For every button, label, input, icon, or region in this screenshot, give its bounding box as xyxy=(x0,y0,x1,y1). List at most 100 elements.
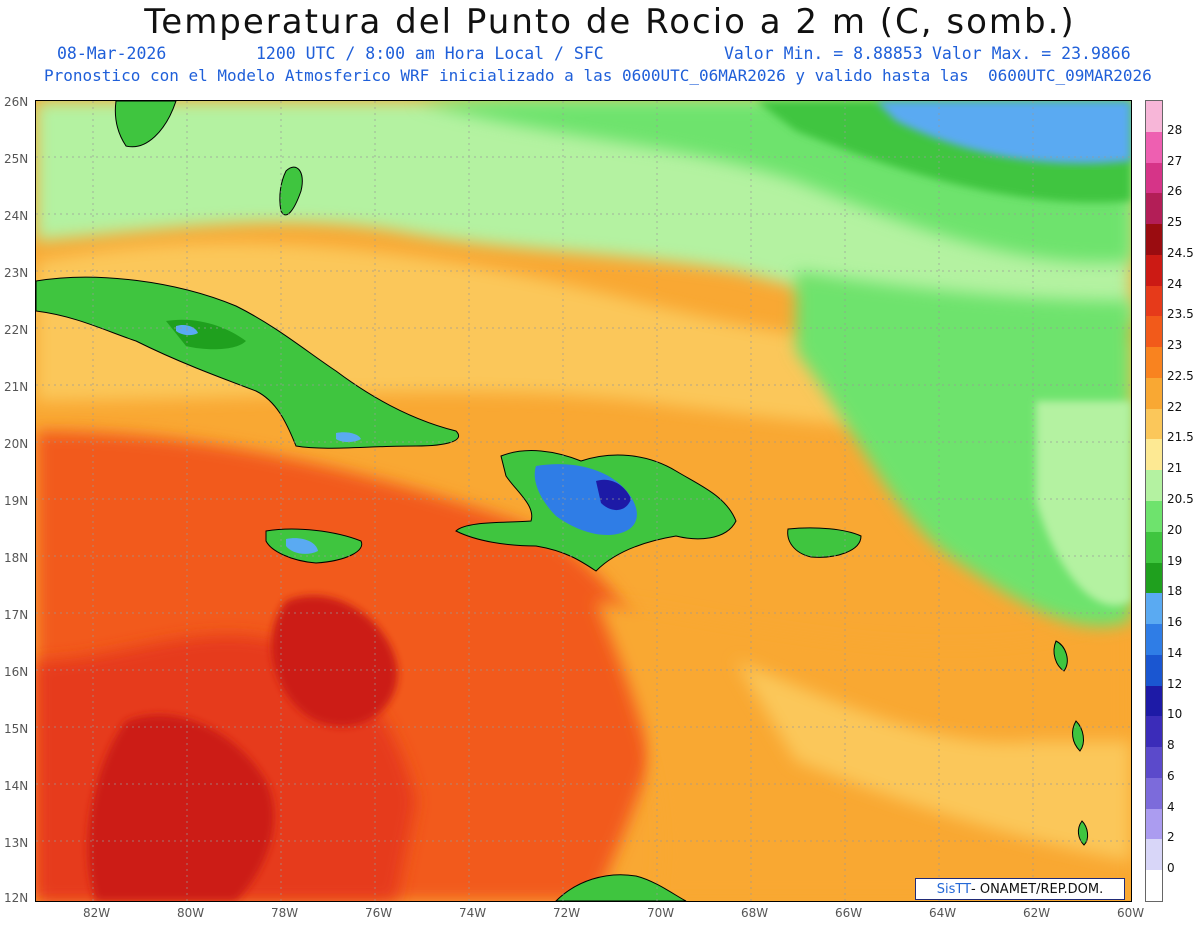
colorbar-label: 10 xyxy=(1167,707,1183,722)
jamaica-cool-spot xyxy=(286,538,318,554)
lat-label-12n: 12N xyxy=(4,891,29,905)
colorbar-cell xyxy=(1146,870,1162,902)
pale-green-east xyxy=(1036,401,1131,606)
colorbar-label: 4 xyxy=(1167,799,1175,814)
lat-label-24n: 24N xyxy=(4,209,29,223)
colorbar-cell xyxy=(1146,562,1162,594)
colorbar-label: 14 xyxy=(1167,645,1183,660)
colorbar-cell xyxy=(1146,685,1162,717)
lon-label-82w: 82W xyxy=(83,906,111,920)
cool-area-northeast xyxy=(876,101,1131,164)
colorbar-cell xyxy=(1146,501,1162,533)
colorbar-cell xyxy=(1146,162,1162,194)
colorbar-cell xyxy=(1146,408,1162,440)
colorbar-label: 20.5 xyxy=(1167,492,1194,506)
colorbar-cell xyxy=(1146,654,1162,687)
colorbar-label: 23 xyxy=(1167,338,1183,353)
lon-label-70w: 70W xyxy=(647,906,675,920)
lat-label-14n: 14N xyxy=(4,779,29,793)
lon-label-68w: 68W xyxy=(741,906,769,920)
colorbar-label: 23.5 xyxy=(1167,307,1194,322)
lesser-antilles-north xyxy=(1053,640,1068,672)
lat-label-18n: 18N xyxy=(4,551,29,565)
colorbar-cell xyxy=(1146,193,1162,225)
colorbar-label: 20 xyxy=(1167,522,1183,537)
colorbar-label: 22.5 xyxy=(1167,368,1194,383)
south-america-coast xyxy=(555,874,687,901)
lat-label-22n: 22N xyxy=(4,323,29,337)
cuba-island xyxy=(36,276,459,449)
colorbar-cell xyxy=(1146,377,1162,410)
colorbar-cell xyxy=(1146,224,1162,256)
colorbar-cell xyxy=(1146,101,1162,133)
cuba-cool-spot-east xyxy=(336,432,361,442)
colorbar-label: 21 xyxy=(1167,461,1183,476)
credit-box: SisTT - ONAMET/REP.DOM. xyxy=(915,878,1125,900)
florida-tip xyxy=(114,101,177,148)
colorbar-cell xyxy=(1146,624,1162,656)
colorbar-cell xyxy=(1146,747,1162,779)
lat-label-26n: 26N xyxy=(4,95,29,109)
lat-label-19n: 19N xyxy=(4,494,29,508)
lon-label-64w: 64W xyxy=(929,906,957,920)
colorbar-cell xyxy=(1146,593,1162,625)
lesser-antilles-central xyxy=(1072,720,1084,752)
green-tongue-east xyxy=(796,271,1131,627)
lon-label-74w: 74W xyxy=(459,906,487,920)
lat-label-25n: 25N xyxy=(4,152,29,166)
colorbar-label: 8 xyxy=(1167,738,1175,753)
colorbar-cell xyxy=(1146,347,1162,379)
lon-label-72w: 72W xyxy=(553,906,581,920)
colorbar-cell xyxy=(1146,531,1162,564)
colorbar-label: 18 xyxy=(1167,584,1183,599)
forecast-date: 08-Mar-2026 xyxy=(57,44,167,63)
credit-brand: SisTT xyxy=(936,881,972,897)
colorbar-cell xyxy=(1146,131,1162,164)
lon-label-62w: 62W xyxy=(1023,906,1051,920)
hot-core-central xyxy=(271,595,398,727)
map-title: Temperatura del Punto de Rocio a 2 m (C,… xyxy=(144,2,1076,42)
colorbar-cell xyxy=(1146,716,1162,748)
colorbar-label: 25 xyxy=(1167,215,1183,230)
lat-label-15n: 15N xyxy=(4,722,29,736)
colorbar-label: 2 xyxy=(1167,830,1175,845)
colorbar-cell xyxy=(1146,839,1162,871)
colorbar-label: 22 xyxy=(1167,399,1183,414)
lon-label-80w: 80W xyxy=(177,906,205,920)
colorbar-label: 21.5 xyxy=(1167,430,1194,445)
lat-label-17n: 17N xyxy=(4,608,29,622)
hispaniola-coolest-core xyxy=(596,479,631,511)
max-value: Valor Max. = 23.9866 xyxy=(932,44,1131,63)
lat-label-20n: 20N xyxy=(4,437,29,451)
colorbar xyxy=(1145,100,1163,902)
credit-org: - ONAMET/REP.DOM. xyxy=(971,881,1104,897)
lon-label-78w: 78W xyxy=(271,906,299,920)
colorbar-label: 28 xyxy=(1167,122,1183,137)
colorbar-cell xyxy=(1146,808,1162,840)
lat-label-23n: 23N xyxy=(4,266,29,280)
colorbar-label: 6 xyxy=(1167,768,1175,783)
colorbar-label: 27 xyxy=(1167,153,1183,168)
colorbar-cell xyxy=(1146,777,1162,810)
puerto-rico-island xyxy=(787,527,862,558)
colorbar-label: 0 xyxy=(1167,861,1175,876)
colorbar-cell xyxy=(1146,254,1162,287)
graticule xyxy=(36,101,1131,901)
lat-label-21n: 21N xyxy=(4,380,29,394)
lon-label-66w: 66W xyxy=(835,906,863,920)
forecast-description: Pronostico con el Modelo Atmosferico WRF… xyxy=(44,66,1152,85)
hottest-core xyxy=(87,714,275,901)
colorbar-label: 19 xyxy=(1167,553,1183,568)
colorbar-cell xyxy=(1146,439,1162,471)
map-canvas xyxy=(36,101,1131,901)
forecast-time: 1200 UTC / 8:00 am Hora Local / SFC xyxy=(256,44,604,63)
lon-label-60w: 60W xyxy=(1117,906,1145,920)
colorbar-label: 24.5 xyxy=(1167,245,1194,260)
colorbar-cell xyxy=(1146,285,1162,317)
colorbar-label: 16 xyxy=(1167,615,1183,630)
colorbar-label: 24 xyxy=(1167,276,1183,291)
dewpoint-map xyxy=(35,100,1132,902)
lat-label-16n: 16N xyxy=(4,665,29,679)
colorbar-cell xyxy=(1146,316,1162,348)
colorbar-cell xyxy=(1146,470,1162,502)
